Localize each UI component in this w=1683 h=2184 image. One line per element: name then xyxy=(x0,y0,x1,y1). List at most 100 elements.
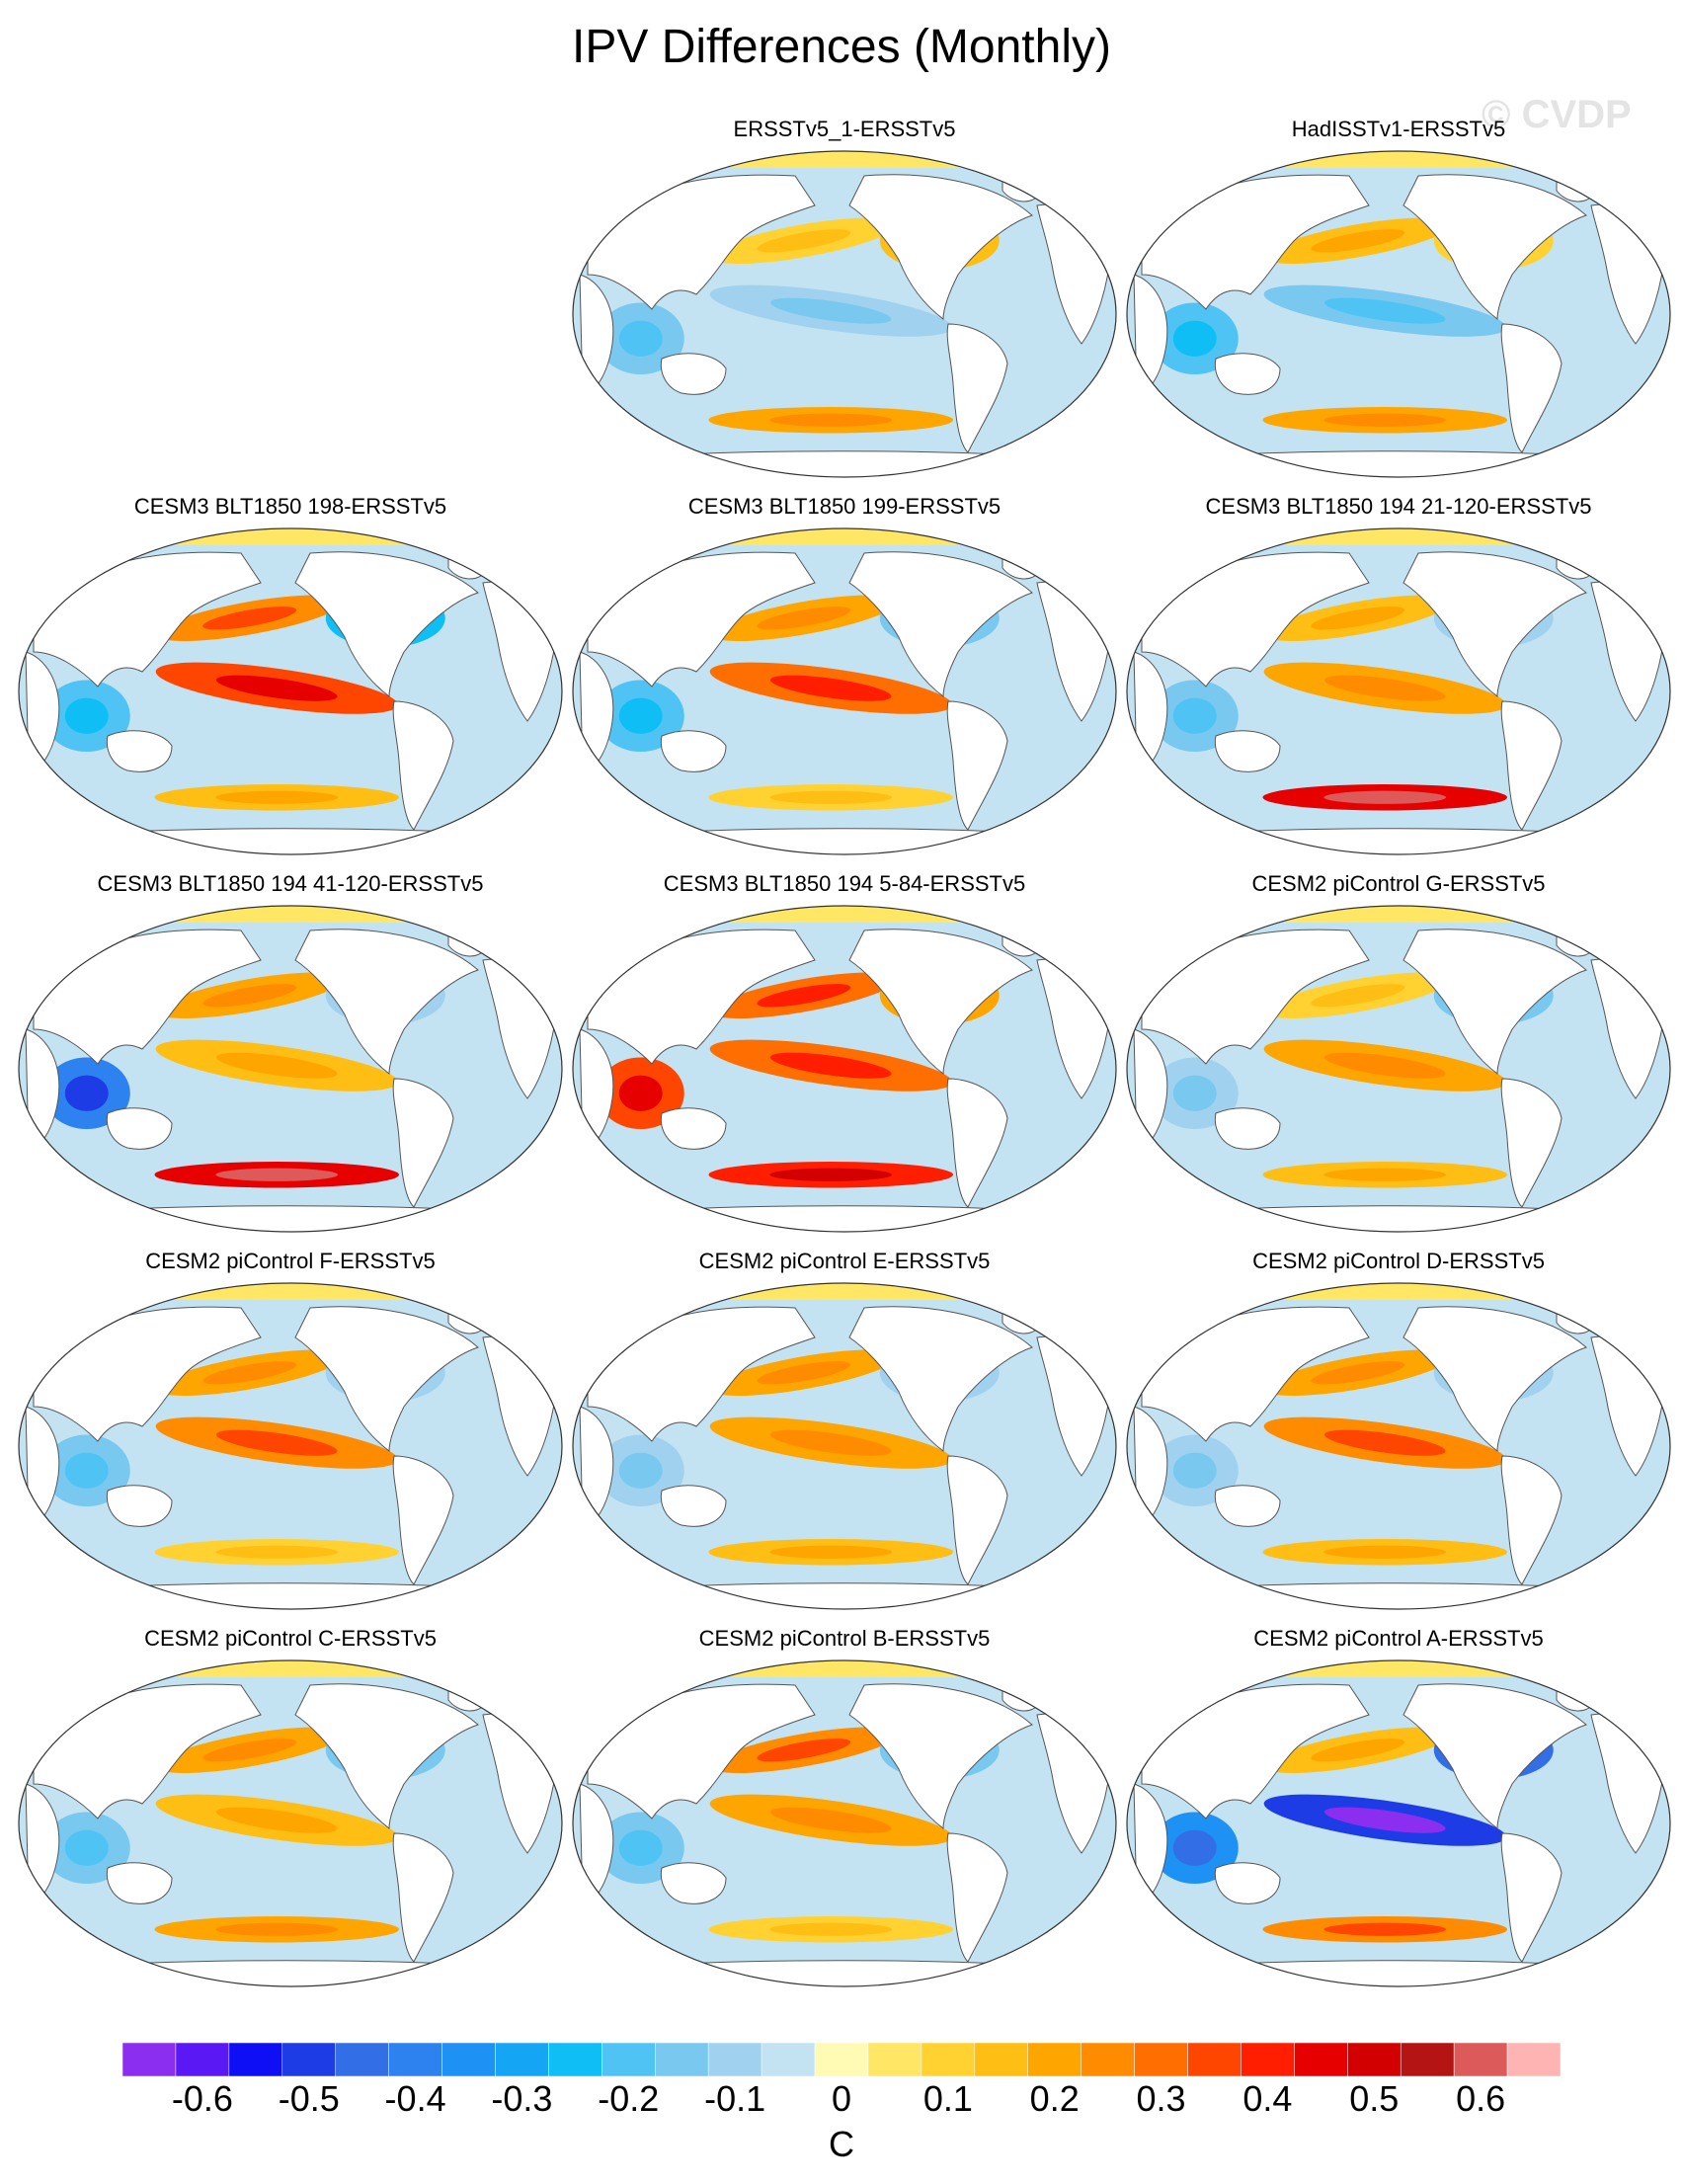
landmass xyxy=(106,1862,173,1904)
landmass xyxy=(587,929,816,1065)
anomaly-core xyxy=(1323,1807,1446,1833)
robinson-map xyxy=(572,150,1117,478)
robinson-map xyxy=(18,1282,563,1610)
map-outline xyxy=(572,905,1117,1233)
landmass xyxy=(660,353,727,395)
anomaly-core xyxy=(215,675,338,701)
landmass xyxy=(1141,929,1370,1065)
robinson-map xyxy=(572,905,1117,1233)
anomaly-core xyxy=(769,675,892,701)
map-outline xyxy=(1126,1282,1671,1610)
colorbar-swatch xyxy=(1347,2043,1402,2076)
map-outline xyxy=(572,1282,1117,1610)
colorbar-swatch xyxy=(495,2043,549,2076)
anomaly-core xyxy=(618,1829,663,1866)
anomaly-core xyxy=(1323,1545,1447,1559)
panel-title: HadISSTv1-ERSSTv5 xyxy=(1291,117,1506,141)
anomaly-core xyxy=(1311,607,1405,630)
anomaly-core xyxy=(1311,984,1405,1008)
map-panel: CESM2 piControl F-ERSSTv5 xyxy=(14,1249,567,1614)
map-panel: CESM3 BLT1850 194 41-120-ERSSTv5 xyxy=(14,871,567,1237)
map-panel: CESM2 piControl D-ERSSTv5 xyxy=(1122,1249,1675,1614)
landmass xyxy=(106,1485,173,1527)
colorbar-tick-label: 0.5 xyxy=(1349,2078,1400,2119)
arctic-region xyxy=(573,1660,1116,1677)
landmass xyxy=(660,1862,727,1904)
landmass xyxy=(946,700,1008,831)
anomaly-core xyxy=(215,1052,338,1079)
map-panel: CESM2 piControl B-ERSSTv5 xyxy=(568,1626,1121,1991)
anomaly-core xyxy=(757,1739,851,1762)
anomaly-core xyxy=(215,1807,338,1833)
landmass xyxy=(294,1306,479,1452)
anomaly-core xyxy=(1323,413,1447,427)
robinson-map xyxy=(18,1659,563,1987)
landmass xyxy=(1214,1107,1281,1150)
arctic-region xyxy=(1127,1283,1670,1300)
landmass xyxy=(848,929,1033,1075)
landmass xyxy=(392,1832,454,1963)
landmass xyxy=(1500,1455,1563,1585)
colorbar-tick-label: -0.4 xyxy=(384,2078,446,2119)
panel-title: CESM3 BLT1850 199-ERSSTv5 xyxy=(687,494,1002,519)
landmass xyxy=(587,174,816,310)
panel-title: CESM2 piControl B-ERSSTv5 xyxy=(698,1626,991,1651)
arctic-region xyxy=(573,1283,1116,1300)
colorbar-swatch xyxy=(122,2043,177,2076)
panel-title: CESM2 piControl E-ERSSTv5 xyxy=(698,1249,991,1273)
anomaly-core xyxy=(1323,675,1446,701)
landmass xyxy=(294,1683,479,1829)
anomaly-core xyxy=(769,1807,892,1833)
landmass xyxy=(33,1306,262,1442)
map-outline xyxy=(18,905,563,1233)
anomaly-core xyxy=(757,229,851,253)
anomaly-core xyxy=(769,297,892,324)
landmass xyxy=(1500,700,1563,831)
colorbar-swatch xyxy=(388,2043,442,2076)
landmass xyxy=(946,1078,1008,1208)
map-panel: CESM2 piControl A-ERSSTv5 xyxy=(1122,1626,1675,1991)
panel-title: ERSSTv5_1-ERSSTv5 xyxy=(733,117,956,141)
landmass xyxy=(1402,1306,1587,1452)
colorbar-swatch xyxy=(548,2043,602,2076)
anomaly-core xyxy=(618,697,663,734)
landmass xyxy=(587,1683,816,1820)
anomaly-core xyxy=(64,1075,109,1111)
anomaly-core xyxy=(769,1052,892,1079)
colorbar-tick-label: 0.1 xyxy=(922,2078,973,2119)
colorbar-swatch xyxy=(228,2043,283,2076)
landmass xyxy=(946,1832,1008,1963)
map-panel: CESM3 BLT1850 199-ERSSTv5 xyxy=(568,494,1121,859)
colorbar-swatch xyxy=(281,2043,336,2076)
panel-title: CESM2 piControl F-ERSSTv5 xyxy=(145,1249,436,1273)
anomaly-core xyxy=(215,790,339,804)
map-outline xyxy=(18,1659,563,1987)
anomaly-core xyxy=(1323,790,1447,804)
anomaly-core xyxy=(202,607,297,630)
anomaly-core xyxy=(1172,697,1217,734)
robinson-map xyxy=(1126,1282,1671,1610)
anomaly-core xyxy=(1323,297,1446,324)
map-outline xyxy=(1126,1659,1671,1987)
map-outline xyxy=(1126,905,1671,1233)
landmass xyxy=(1500,1078,1563,1208)
anomaly-core xyxy=(215,1922,339,1936)
landmass xyxy=(392,1455,454,1585)
colorbar-swatch xyxy=(175,2043,230,2076)
map-panel: ERSSTv5_1-ERSSTv5 xyxy=(568,117,1121,482)
landmass xyxy=(946,1455,1008,1585)
anomaly-core xyxy=(215,1545,339,1559)
anomaly-core xyxy=(1311,1739,1405,1762)
anomaly-core xyxy=(64,1452,109,1489)
colorbar-tick-label: 0.3 xyxy=(1136,2078,1186,2119)
landmass xyxy=(848,1683,1033,1829)
colorbar-tick-label: -0.6 xyxy=(171,2078,233,2119)
robinson-map xyxy=(1126,150,1671,478)
landmass xyxy=(392,1078,454,1208)
colorbar-swatch xyxy=(1506,2043,1561,2076)
map-outline xyxy=(18,527,563,855)
landmass xyxy=(33,1683,262,1820)
landmass xyxy=(660,1107,727,1150)
landmass xyxy=(294,929,479,1075)
map-panel: CESM2 piControl C-ERSSTv5 xyxy=(14,1626,567,1991)
